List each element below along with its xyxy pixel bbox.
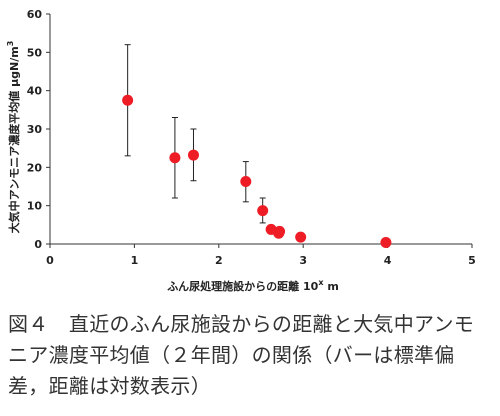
- data-point: [274, 225, 286, 237]
- y-tick-label: 20: [27, 161, 43, 174]
- y-axis-title: 大気中アンモニア濃度平均値 μgN/m3: [6, 41, 21, 234]
- x-tick-label: 0: [46, 254, 54, 267]
- x-tick-label: 2: [215, 254, 223, 267]
- y-tick-label: 30: [27, 123, 43, 136]
- data-point: [257, 205, 269, 217]
- x-tick-label: 4: [384, 254, 392, 267]
- y-tick-labels: 0 10 20 30 40 50 60: [27, 8, 50, 251]
- error-bars: [124, 44, 266, 224]
- y-tick-label: 60: [27, 8, 43, 21]
- data-point: [122, 94, 134, 106]
- x-axis-title: ふん尿処理施設からの距離 10x m: [167, 278, 339, 293]
- data-point: [187, 149, 199, 161]
- x-tick-label: 1: [131, 254, 139, 267]
- data-points: [122, 94, 392, 248]
- y-tick-label: 40: [27, 85, 43, 98]
- x-tick-label: 3: [299, 254, 307, 267]
- figure-caption: 図４ 直近のふん尿施設からの距離と大気中アンモニア濃度平均値（２年間）の関係（バ…: [8, 312, 475, 398]
- data-point: [380, 236, 392, 248]
- data-point: [169, 152, 181, 164]
- y-tick-label: 10: [27, 200, 43, 213]
- data-point: [240, 176, 252, 188]
- data-point: [295, 231, 307, 243]
- y-tick-label: 0: [34, 238, 42, 251]
- y-tick-label: 50: [27, 46, 43, 59]
- x-tick-label: 5: [468, 254, 476, 267]
- x-tick-labels: 0 1 2 3 4 5: [46, 244, 476, 267]
